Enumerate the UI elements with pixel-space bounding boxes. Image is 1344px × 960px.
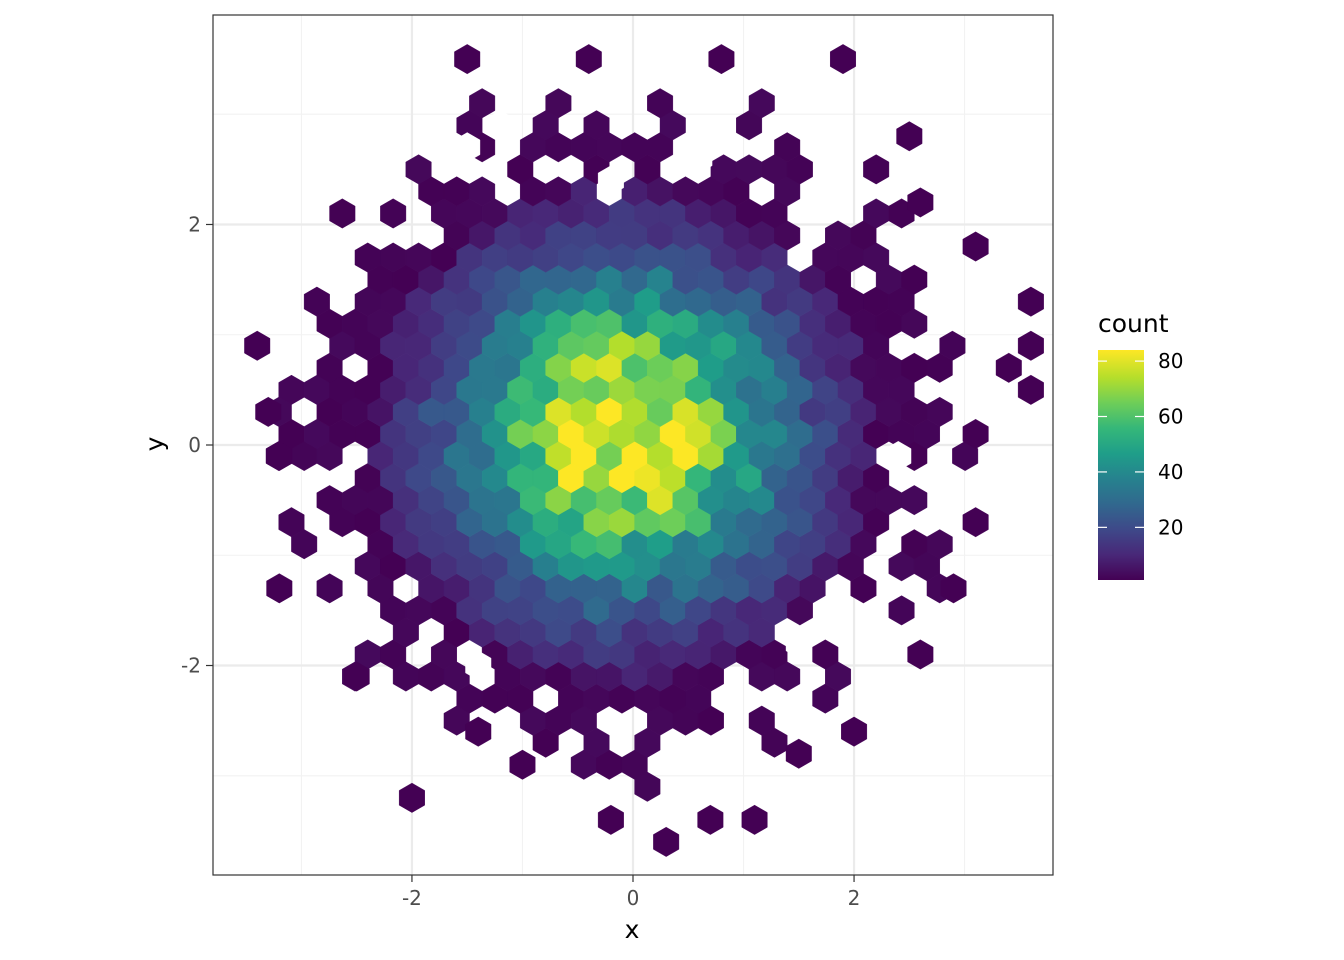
hex-bin — [863, 154, 890, 185]
hex-bin — [1017, 374, 1044, 405]
hex-bin — [405, 154, 432, 185]
hex-bins — [244, 44, 1044, 857]
hex-bin — [926, 529, 953, 560]
x-axis: -2 0 2 — [402, 875, 860, 910]
hex-bin — [469, 88, 496, 119]
hex-bin — [907, 187, 934, 218]
hex-bin — [962, 507, 989, 538]
hex-bin — [939, 330, 966, 361]
hex-bin — [962, 418, 989, 449]
legend-label: 60 — [1158, 405, 1183, 429]
hex-bin — [697, 804, 724, 835]
hex-bin — [901, 485, 928, 516]
y-tick-label: 0 — [188, 433, 201, 457]
empty-hex-bin — [597, 165, 624, 196]
legend-label: 80 — [1158, 349, 1183, 373]
hex-bin — [647, 88, 674, 119]
hex-bin — [1017, 330, 1044, 361]
hex-bin — [901, 264, 928, 295]
hex-bin — [653, 826, 680, 857]
x-tick-label: -2 — [402, 886, 422, 910]
legend-ticks: 20 40 60 80 — [1098, 349, 1183, 539]
y-axis-title: y — [140, 436, 169, 451]
hex-bin — [469, 176, 496, 207]
y-tick-label: 2 — [188, 212, 201, 236]
hex-bin — [830, 44, 856, 75]
hex-bin — [575, 44, 602, 75]
hex-bin — [812, 639, 839, 670]
hex-bin — [454, 44, 481, 75]
legend-label: 20 — [1158, 515, 1183, 539]
legend-colorbar — [1098, 350, 1144, 580]
hex-bin — [545, 88, 572, 119]
hex-bin — [597, 804, 624, 835]
hex-bin — [785, 738, 812, 769]
hex-bin — [774, 132, 801, 163]
hex-bin — [266, 441, 293, 472]
hex-bin — [316, 573, 343, 604]
hex-bin — [708, 44, 735, 75]
legend-title: count — [1098, 309, 1169, 338]
hex-bin — [509, 749, 536, 780]
hex-bin — [896, 121, 923, 152]
hex-bin — [907, 639, 934, 670]
hex-bin — [952, 441, 979, 472]
y-axis: -2 0 2 — [181, 212, 213, 678]
hex-bin — [926, 396, 953, 427]
hex-bin — [278, 507, 305, 538]
hex-bin — [266, 573, 293, 604]
hex-bin — [888, 595, 915, 626]
hex-bin — [748, 88, 775, 119]
hex-bin — [244, 330, 271, 361]
legend-label: 40 — [1158, 460, 1183, 484]
hex-bin — [1017, 286, 1044, 317]
legend: count 20 40 60 80 — [1098, 309, 1183, 580]
hex-bin — [343, 661, 370, 692]
hex-bin — [962, 231, 989, 262]
empty-hex-bin — [465, 650, 492, 681]
empty-hex-bin — [686, 143, 713, 174]
hex-bin — [303, 286, 330, 317]
x-axis-title: x — [625, 915, 640, 944]
x-tick-label: 2 — [848, 886, 861, 910]
hex-bin — [255, 396, 282, 427]
hex-bin — [329, 198, 356, 229]
hex-bin — [940, 573, 967, 604]
empty-hex-bin — [885, 441, 912, 472]
empty-hex-bin — [785, 628, 812, 659]
hex-bin — [398, 782, 425, 813]
empty-hex-bin — [487, 110, 514, 141]
hex-bin — [583, 110, 610, 141]
x-tick-label: 0 — [627, 886, 640, 910]
hex-bin — [380, 198, 407, 229]
hex-bin — [465, 716, 492, 747]
hex-bin — [995, 352, 1022, 383]
empty-hex-bin — [310, 231, 337, 262]
y-tick-label: -2 — [181, 654, 201, 678]
hex-bin — [841, 716, 868, 747]
empty-hex-bin — [454, 132, 481, 163]
hex-bin — [741, 804, 768, 835]
hex-bin — [748, 705, 775, 736]
